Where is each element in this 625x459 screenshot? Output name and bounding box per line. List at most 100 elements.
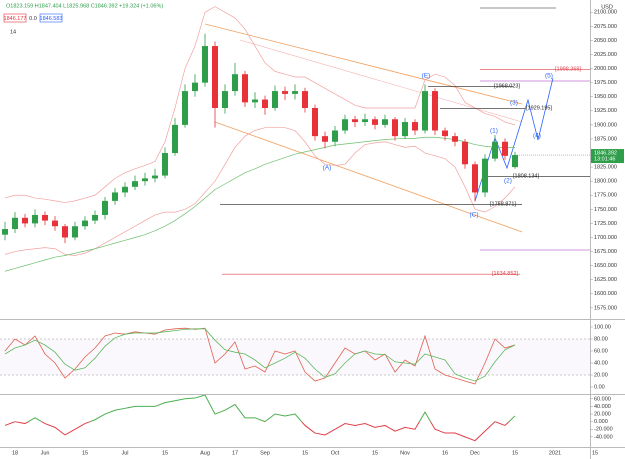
stoch-line [4, 328, 516, 382]
y-tick-label: 1650.000 [594, 263, 617, 269]
x-tick-label: Nov [400, 450, 410, 456]
x-tick-label: Dec [470, 450, 480, 456]
price-box [39, 13, 63, 23]
wave-label: (4) [533, 133, 541, 140]
y-tick-label: 0.00 [594, 384, 605, 390]
candle-body [2, 229, 8, 235]
overlay-line [4, 136, 515, 272]
ask-price: 1846.583 [40, 16, 63, 22]
x-tick-label: Sep [260, 450, 270, 456]
level-label: [1998.369] [555, 66, 581, 72]
candle-body [22, 217, 28, 224]
candle-body [332, 130, 338, 142]
x-tick-label: 2021 [549, 450, 561, 456]
y-tick-label: 1725.000 [594, 221, 617, 227]
wave-label: (5) [545, 73, 553, 80]
indicator-setting[interactable]: 14 [10, 29, 16, 35]
y-tick-label: 40.000 [594, 404, 611, 410]
candle-body [292, 91, 298, 94]
candle-body [372, 119, 378, 125]
wave-label: (A) [323, 165, 332, 172]
candle-body [172, 124, 178, 154]
candle-body [192, 82, 198, 92]
candle-body [92, 214, 98, 221]
y-tick-label: 20.000 [594, 411, 611, 417]
y-tick-label: 80.00 [594, 336, 608, 342]
x-tick-label: Jul [121, 450, 128, 456]
candle-body [502, 141, 508, 156]
y-tick-label: 1700.000 [594, 235, 617, 241]
overlay-line [4, 6, 516, 203]
candle-body [262, 99, 268, 108]
y-tick-label: 1625.000 [594, 277, 617, 283]
y-tick-label: -40.000 [594, 434, 613, 440]
countdown: 13:01:46 [594, 157, 615, 163]
y-tick-label: 2050.000 [594, 38, 617, 44]
level-label: [1968.023] [494, 84, 520, 90]
stoch-line [4, 327, 516, 385]
y-tick-label: 1925.000 [594, 108, 617, 114]
stoch-band [0, 339, 590, 375]
candle-body [272, 91, 278, 108]
candle-body [112, 192, 118, 201]
candle-body [182, 91, 188, 125]
candle-body [312, 107, 318, 137]
candle-body [462, 141, 468, 165]
x-tick-label: 16 [442, 450, 448, 456]
candle-body [32, 214, 38, 224]
y-tick-label: 20.00 [594, 372, 608, 378]
candle-body [322, 136, 328, 142]
y-tick-label: 0.000 [594, 419, 608, 425]
y-tick-label: 1800.000 [594, 179, 617, 185]
candle-body [162, 153, 168, 176]
candle-body [232, 74, 238, 92]
y-tick-label: 1600.000 [594, 291, 617, 297]
candle-body [512, 155, 518, 168]
candle-body [212, 46, 218, 108]
y-tick-label: 1775.000 [594, 193, 617, 199]
candle-body [142, 178, 148, 182]
y-tick-label: 2000.000 [594, 66, 617, 72]
last-price-box [591, 149, 624, 164]
level-label: [1808.134] [513, 174, 539, 180]
x-tick-label: Aug [200, 450, 210, 456]
wave-label: (1) [490, 128, 498, 135]
x-tick-label: Oct [331, 450, 340, 456]
x-tick-label: 17 [232, 450, 238, 456]
candle-body [402, 122, 408, 137]
x-tick-label: 15 [82, 450, 88, 456]
wave-projection [474, 77, 554, 202]
candle-body [432, 91, 438, 131]
candle-body [472, 164, 478, 193]
candle-body [442, 130, 448, 137]
price-box [3, 13, 27, 23]
y-tick-label: 1950.000 [594, 94, 617, 100]
y-tick-label: 60.00 [594, 348, 608, 354]
x-tick-label: 15 [592, 450, 598, 456]
candle-body [152, 175, 158, 179]
wave-label: (C) [469, 212, 478, 219]
candle-body [352, 119, 358, 123]
candle-body [102, 200, 108, 215]
ohlc-readout: O1823.159 H1847.404 L1825.968 C1846.392 … [6, 3, 163, 9]
currency: USD [601, 4, 613, 10]
candle-body [42, 214, 48, 221]
y-tick-label: 1900.000 [594, 122, 617, 128]
candle-body [122, 186, 128, 193]
candle-body [282, 91, 288, 94]
wave-label: (E) [422, 73, 431, 80]
candle-body [72, 226, 78, 238]
x-tick-label: 15 [302, 450, 308, 456]
candle-body [342, 119, 348, 131]
y-tick-label: 1750.000 [594, 207, 617, 213]
y-tick-label: 1575.000 [594, 305, 617, 311]
x-tick-label: 18 [12, 450, 18, 456]
trend-line [204, 23, 523, 105]
candle-body [52, 220, 58, 227]
candle-body [302, 91, 308, 108]
y-tick-label: 60.000 [594, 396, 611, 402]
candle-body [382, 119, 388, 125]
